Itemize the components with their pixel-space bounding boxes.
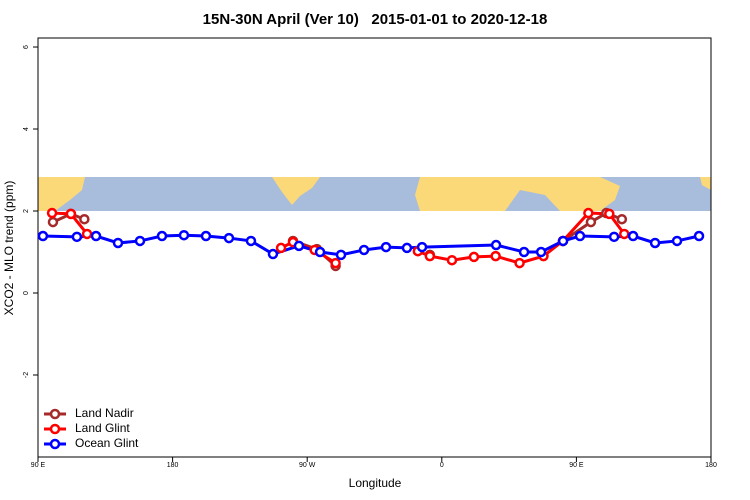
legend-marker [49, 423, 61, 435]
y-tick-label: -2 [23, 372, 30, 378]
point [616, 213, 628, 225]
point [37, 230, 49, 242]
point [71, 231, 83, 243]
point [156, 230, 168, 242]
point [335, 249, 347, 261]
point [514, 257, 525, 269]
point [358, 244, 370, 256]
point [200, 230, 212, 242]
point [490, 239, 502, 251]
point [134, 235, 146, 247]
y-tick-label: 6 [23, 45, 30, 49]
point [604, 208, 615, 220]
point [468, 251, 480, 263]
point [671, 235, 683, 247]
point [416, 241, 428, 253]
map-background [38, 177, 711, 211]
point [79, 213, 90, 225]
point [518, 246, 530, 258]
point [693, 230, 705, 242]
point [178, 229, 190, 241]
point [81, 228, 93, 240]
x-tick-label: 90 W [299, 462, 316, 469]
point [608, 231, 620, 243]
x-tick-label: 90 E [31, 462, 46, 469]
y-tick-label: 0 [23, 291, 30, 295]
point [583, 207, 594, 219]
legend-label: Land Nadir [75, 406, 134, 420]
point [424, 250, 436, 262]
point [223, 232, 235, 244]
point [314, 246, 326, 258]
y-axis-label: XCO2 - MLO trend (ppm) [2, 181, 16, 316]
y-tick-label: 2 [23, 209, 30, 213]
series-line [42, 233, 700, 257]
point [245, 235, 257, 247]
point [112, 237, 124, 249]
x-tick-label: 180 [167, 462, 179, 469]
point [619, 228, 630, 240]
point [275, 242, 287, 254]
point [380, 241, 392, 253]
point [585, 216, 597, 228]
point [65, 208, 77, 220]
point [267, 248, 279, 260]
point [574, 230, 586, 242]
x-axis-label: Longitude [349, 476, 402, 490]
point [330, 257, 341, 269]
point [401, 242, 413, 254]
point [627, 230, 639, 242]
x-tick-label: 0 [440, 462, 444, 469]
point [649, 237, 661, 249]
y-tick-label: 4 [23, 127, 30, 131]
legend-label: Land Glint [75, 421, 130, 435]
point [490, 250, 501, 262]
plot-frame [37, 37, 712, 458]
point [446, 254, 458, 266]
point [557, 235, 569, 247]
x-tick-label: 180 [705, 462, 717, 469]
point [90, 230, 102, 242]
legend-marker [49, 408, 61, 420]
chart-title: 15N-30N April (Ver 10) 2015-01-01 to 202… [203, 11, 548, 28]
legend-marker [49, 438, 61, 450]
point [46, 207, 58, 219]
point [293, 240, 305, 252]
point [47, 216, 59, 228]
point [535, 246, 547, 258]
x-tick-label: 90 E [569, 462, 584, 469]
legend-label: Ocean Glint [75, 436, 139, 450]
